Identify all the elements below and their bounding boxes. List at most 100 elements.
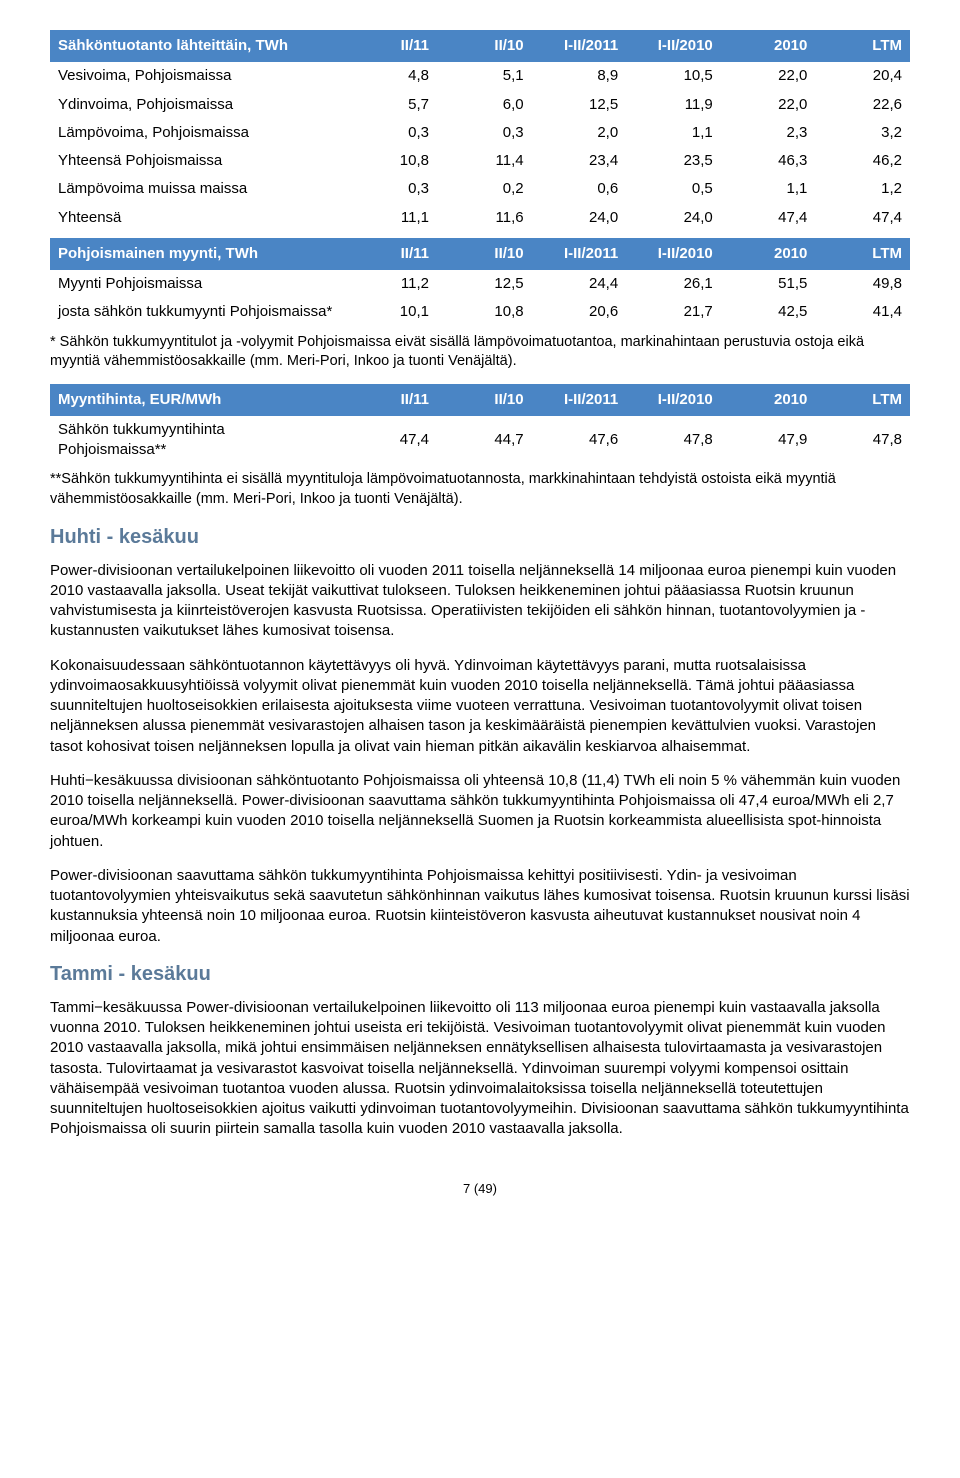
page-number: 7 (49) (50, 1180, 910, 1198)
cell-value: 5,7 (342, 91, 437, 119)
cell-value: 10,8 (342, 147, 437, 175)
col-h: II/10 (437, 238, 532, 270)
col-h: I-II/2011 (532, 384, 627, 416)
sales-table: Pohjoismainen myynti, TWh II/11 II/10 I-… (50, 238, 910, 327)
table-row: Sähkön tukkumyyntihinta Pohjoismaissa**4… (50, 416, 910, 465)
cell-value: 47,8 (815, 416, 910, 465)
table-row: josta sähkön tukkumyynti Pohjoismaissa*1… (50, 298, 910, 326)
cell-value: 0,3 (437, 119, 532, 147)
cell-value: 10,8 (437, 298, 532, 326)
body-text: Tammi−kesäkuussa Power-divisioonan verta… (50, 998, 910, 1140)
cell-value: 0,3 (342, 119, 437, 147)
row-label: josta sähkön tukkumyynti Pohjoismaissa* (50, 298, 342, 326)
cell-value: 6,0 (437, 91, 532, 119)
cell-value: 42,5 (721, 298, 816, 326)
cell-value: 44,7 (437, 416, 532, 465)
body-text: Huhti−kesäkuussa divisioonan sähköntuota… (50, 771, 910, 852)
table-row: Ydinvoima, Pohjoismaissa5,76,012,511,922… (50, 91, 910, 119)
cell-value: 47,8 (626, 416, 721, 465)
row-label: Ydinvoima, Pohjoismaissa (50, 91, 342, 119)
table-row: Myynti Pohjoismaissa11,212,524,426,151,5… (50, 270, 910, 298)
col-label: Sähköntuotanto lähteittäin, TWh (50, 30, 342, 62)
row-label: Vesivoima, Pohjoismaissa (50, 62, 342, 90)
cell-value: 12,5 (532, 91, 627, 119)
col-h: LTM (815, 238, 910, 270)
production-table: Sähköntuotanto lähteittäin, TWh II/11 II… (50, 30, 910, 232)
cell-value: 47,9 (721, 416, 816, 465)
cell-value: 47,6 (532, 416, 627, 465)
cell-value: 47,4 (342, 416, 437, 465)
cell-value: 11,1 (342, 204, 437, 232)
body-text: Kokonaisuudessaan sähköntuotannon käytet… (50, 656, 910, 757)
cell-value: 46,2 (815, 147, 910, 175)
table-row: Lämpövoima, Pohjoismaissa0,30,32,01,12,3… (50, 119, 910, 147)
table-row: Yhteensä Pohjoismaissa10,811,423,423,546… (50, 147, 910, 175)
cell-value: 49,8 (815, 270, 910, 298)
table-row: Yhteensä11,111,624,024,047,447,4 (50, 204, 910, 232)
col-h: 2010 (721, 384, 816, 416)
cell-value: 2,0 (532, 119, 627, 147)
row-label: Myynti Pohjoismaissa (50, 270, 342, 298)
col-h: I-II/2011 (532, 238, 627, 270)
row-label: Yhteensä Pohjoismaissa (50, 147, 342, 175)
row-label: Lämpövoima, Pohjoismaissa (50, 119, 342, 147)
col-h: LTM (815, 384, 910, 416)
cell-value: 11,9 (626, 91, 721, 119)
cell-value: 47,4 (721, 204, 816, 232)
cell-value: 0,3 (342, 175, 437, 203)
table-header-row: Sähköntuotanto lähteittäin, TWh II/11 II… (50, 30, 910, 62)
col-h: LTM (815, 30, 910, 62)
cell-value: 10,1 (342, 298, 437, 326)
cell-value: 26,1 (626, 270, 721, 298)
cell-value: 22,0 (721, 91, 816, 119)
cell-value: 20,6 (532, 298, 627, 326)
col-h: II/11 (342, 30, 437, 62)
cell-value: 11,4 (437, 147, 532, 175)
section-heading-q2: Huhti - kesäkuu (50, 524, 910, 551)
cell-value: 23,5 (626, 147, 721, 175)
col-h: I-II/2010 (626, 238, 721, 270)
table-header-row: Myyntihinta, EUR/MWh II/11 II/10 I-II/20… (50, 384, 910, 416)
sales-footnote: * Sähkön tukkumyyntitulot ja -volyymit P… (50, 333, 910, 372)
col-h: I-II/2011 (532, 30, 627, 62)
col-h: II/11 (342, 384, 437, 416)
cell-value: 1,2 (815, 175, 910, 203)
col-h: I-II/2010 (626, 30, 721, 62)
col-label: Myyntihinta, EUR/MWh (50, 384, 342, 416)
col-h: 2010 (721, 238, 816, 270)
cell-value: 21,7 (626, 298, 721, 326)
table-header-row: Pohjoismainen myynti, TWh II/11 II/10 I-… (50, 238, 910, 270)
cell-value: 2,3 (721, 119, 816, 147)
col-label: Pohjoismainen myynti, TWh (50, 238, 342, 270)
col-h: I-II/2010 (626, 384, 721, 416)
cell-value: 47,4 (815, 204, 910, 232)
col-h: II/10 (437, 384, 532, 416)
cell-value: 24,0 (626, 204, 721, 232)
body-text: Power-divisioonan vertailukelpoinen liik… (50, 561, 910, 642)
cell-value: 24,4 (532, 270, 627, 298)
col-h: II/10 (437, 30, 532, 62)
cell-value: 11,2 (342, 270, 437, 298)
cell-value: 24,0 (532, 204, 627, 232)
cell-value: 12,5 (437, 270, 532, 298)
cell-value: 4,8 (342, 62, 437, 90)
col-h: 2010 (721, 30, 816, 62)
price-footnote: **Sähkön tukkumyyntihinta ei sisällä myy… (50, 470, 910, 509)
table-row: Lämpövoima muissa maissa0,30,20,60,51,11… (50, 175, 910, 203)
cell-value: 11,6 (437, 204, 532, 232)
cell-value: 8,9 (532, 62, 627, 90)
row-label: Yhteensä (50, 204, 342, 232)
cell-value: 0,2 (437, 175, 532, 203)
col-h: II/11 (342, 238, 437, 270)
cell-value: 5,1 (437, 62, 532, 90)
cell-value: 3,2 (815, 119, 910, 147)
cell-value: 1,1 (626, 119, 721, 147)
cell-value: 23,4 (532, 147, 627, 175)
cell-value: 1,1 (721, 175, 816, 203)
cell-value: 46,3 (721, 147, 816, 175)
table-row: Vesivoima, Pohjoismaissa4,85,18,910,522,… (50, 62, 910, 90)
cell-value: 10,5 (626, 62, 721, 90)
cell-value: 41,4 (815, 298, 910, 326)
cell-value: 0,5 (626, 175, 721, 203)
cell-value: 20,4 (815, 62, 910, 90)
